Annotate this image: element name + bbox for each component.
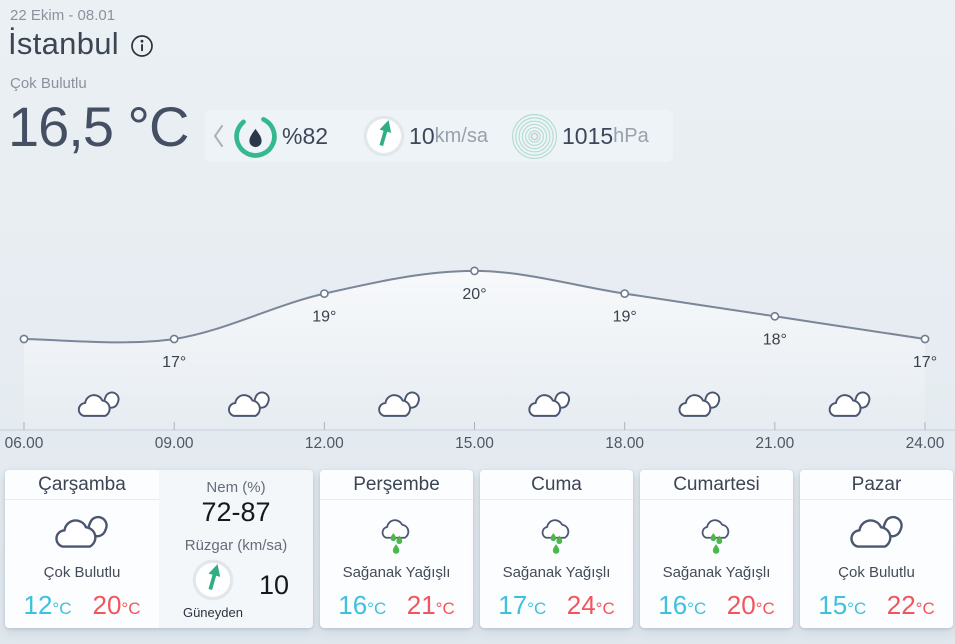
day-temps: 16°C 20°C bbox=[658, 590, 775, 620]
pressure-stat: 1015 hPa bbox=[510, 112, 649, 161]
wind-unit: km/sa bbox=[434, 124, 488, 147]
current-stats-panel: %82 10 km/sa 1015 hPa bbox=[205, 110, 673, 162]
forecast-card[interactable]: Pazar Çok Bulutlu 15°C 22°C bbox=[800, 470, 953, 628]
high-temp: 22 bbox=[886, 590, 916, 620]
wind-direction: Güneyden bbox=[183, 558, 243, 620]
high-temp: 24 bbox=[566, 590, 596, 620]
svg-text:17°: 17° bbox=[162, 354, 186, 371]
svg-text:06.00: 06.00 bbox=[5, 435, 44, 452]
humidity-icon bbox=[232, 113, 279, 160]
day-condition: Sağanak Yağışlı bbox=[342, 564, 451, 581]
high-temp: 20 bbox=[726, 590, 756, 620]
humidity-stat: %82 bbox=[232, 113, 328, 160]
wind-value: 10 bbox=[409, 122, 435, 149]
city-row: İstanbul bbox=[8, 26, 154, 62]
hourly-temperature-chart: 06.00 09.00 12.00 15.00 18.00 21.00 24.00 17° 19… bbox=[0, 266, 955, 452]
wind-label: Rüzgar (km/sa) bbox=[184, 537, 288, 554]
day-name: Cumartesi bbox=[640, 470, 793, 500]
humidity-value: %82 bbox=[282, 122, 329, 149]
day-temps: 16°C 21°C bbox=[338, 590, 455, 620]
low-temp: 17 bbox=[498, 590, 528, 620]
svg-text:18.00: 18.00 bbox=[605, 435, 644, 452]
page-title: İstanbul bbox=[8, 26, 119, 61]
high-temp: 20 bbox=[92, 590, 122, 620]
pressure-icon bbox=[510, 112, 559, 161]
rain-icon bbox=[640, 508, 793, 560]
forecast-card[interactable]: Cuma Sağanak Yağışlı 17°C 24°C bbox=[480, 470, 633, 628]
cloudy-icon bbox=[5, 508, 159, 560]
svg-text:24.00: 24.00 bbox=[906, 435, 945, 452]
selected-day-details: Nem (%) 72-87 Rüzgar (km/sa) Güneyden 10 bbox=[159, 470, 313, 628]
svg-text:18°: 18° bbox=[763, 331, 787, 348]
svg-text:12.00: 12.00 bbox=[305, 435, 344, 452]
svg-text:21.00: 21.00 bbox=[755, 435, 794, 452]
pressure-unit: hPa bbox=[613, 124, 649, 147]
pressure-value: 1015 bbox=[561, 122, 614, 149]
rain-icon bbox=[480, 508, 633, 560]
forecast-card[interactable]: Perşembe Sağanak Yağışlı 16°C 21°C bbox=[320, 470, 473, 628]
info-icon[interactable] bbox=[130, 34, 154, 58]
day-condition: Çok Bulutlu bbox=[838, 564, 915, 581]
carousel-prev-icon[interactable] bbox=[212, 122, 226, 150]
day-name: Çarşamba bbox=[5, 470, 159, 500]
forecast-card[interactable]: Cumartesi Sağanak Yağışlı 16°C 20°C bbox=[640, 470, 793, 628]
wind-icon bbox=[362, 114, 406, 158]
day-condition: Sağanak Yağışlı bbox=[502, 564, 611, 581]
day-name: Perşembe bbox=[320, 470, 473, 500]
wind-speed-value: 10 bbox=[258, 570, 290, 600]
cloudy-icon bbox=[800, 508, 953, 560]
svg-text:09.00: 09.00 bbox=[155, 435, 194, 452]
selected-day-summary: Çarşamba Çok Bulutlu 12°C 20°C bbox=[5, 470, 159, 628]
current-condition: Çok Bulutlu bbox=[10, 75, 87, 92]
day-name: Pazar bbox=[800, 470, 953, 500]
day-temps: 15°C 22°C bbox=[818, 590, 935, 620]
low-temp: 16 bbox=[338, 590, 368, 620]
humidity-label: Nem (%) bbox=[206, 479, 266, 496]
forecast-card-selected[interactable]: Çarşamba Çok Bulutlu 12°C 20°C Nem (%) 7… bbox=[5, 470, 313, 628]
day-temps: 12°C 20°C bbox=[23, 590, 141, 620]
day-condition: Çok Bulutlu bbox=[43, 564, 121, 581]
day-condition: Sağanak Yağışlı bbox=[662, 564, 771, 581]
low-temp: 16 bbox=[658, 590, 688, 620]
humidity-range: 72-87 bbox=[201, 497, 271, 527]
high-temp: 21 bbox=[406, 590, 436, 620]
rain-icon bbox=[320, 508, 473, 560]
svg-text:20°: 20° bbox=[462, 286, 486, 303]
wind-stat: 10 km/sa bbox=[362, 114, 488, 158]
svg-text:19°: 19° bbox=[613, 309, 637, 326]
current-temperature: 16,5 °C bbox=[8, 95, 189, 158]
svg-text:17°: 17° bbox=[913, 354, 937, 371]
low-temp: 15 bbox=[818, 590, 848, 620]
wind-direction-icon bbox=[191, 558, 235, 602]
svg-text:15.00: 15.00 bbox=[455, 435, 494, 452]
wind-direction-label: Güneyden bbox=[182, 605, 243, 620]
day-temps: 17°C 24°C bbox=[498, 590, 615, 620]
low-temp: 12 bbox=[23, 590, 53, 620]
wind-detail-row: Güneyden 10 bbox=[159, 558, 313, 620]
date-time: 22 Ekim - 08.01 bbox=[10, 7, 116, 24]
svg-text:19°: 19° bbox=[312, 309, 336, 326]
day-name: Cuma bbox=[480, 470, 633, 500]
forecast-cards: Çarşamba Çok Bulutlu 12°C 20°C Nem (%) 7… bbox=[5, 470, 953, 636]
